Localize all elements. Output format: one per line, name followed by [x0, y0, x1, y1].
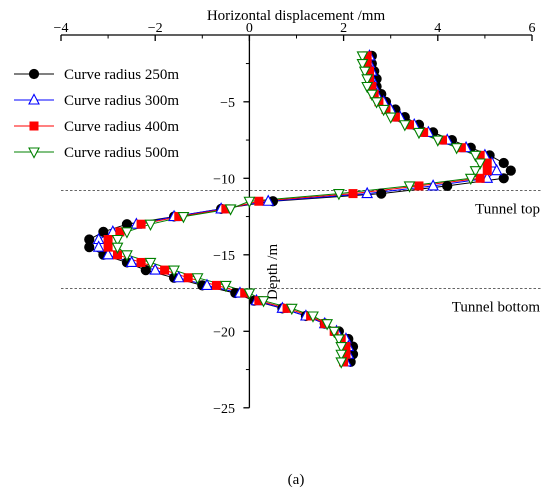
data-point-series-4 — [365, 89, 378, 101]
data-point-series-4 — [307, 311, 319, 323]
data-point-series-4 — [328, 326, 341, 339]
data-point-series-4 — [332, 334, 345, 346]
x-tick-label: 4 — [434, 21, 441, 36]
legend-marker-4 — [28, 147, 40, 159]
data-point-series-4 — [219, 280, 232, 293]
data-point-series-1 — [442, 180, 453, 192]
data-point-series-2 — [172, 270, 185, 283]
data-point-series-3 — [348, 189, 358, 199]
data-point-series-3 — [103, 235, 113, 245]
data-point-series-2 — [490, 163, 503, 176]
data-point-series-3 — [136, 219, 146, 229]
data-point-series-4 — [321, 319, 334, 331]
data-point-series-3 — [414, 181, 424, 191]
data-point-series-4 — [361, 74, 374, 86]
data-point-series-1 — [498, 173, 509, 184]
data-point-series-1 — [498, 157, 509, 169]
data-point-series-1 — [98, 226, 109, 237]
data-point-series-4 — [111, 242, 124, 254]
data-point-series-4 — [464, 173, 477, 186]
data-point-series-4 — [413, 127, 425, 140]
data-point-series-3 — [160, 265, 170, 275]
data-point-series-2 — [427, 179, 439, 191]
data-point-series-4 — [469, 150, 482, 163]
data-point-series-4 — [335, 342, 348, 354]
data-point-series-1 — [140, 265, 151, 276]
data-point-series-4 — [398, 120, 411, 132]
y-axis-title: Depth /m — [265, 244, 281, 301]
data-point-series-2 — [102, 248, 115, 260]
x-tick-label: 0 — [246, 21, 253, 36]
data-point-series-3 — [482, 166, 492, 176]
data-point-series-4 — [144, 257, 157, 270]
legend-label-4: Curve radius 500m — [64, 145, 179, 161]
x-tick-label: 2 — [340, 21, 347, 36]
data-point-series-3 — [103, 242, 113, 252]
y-tick-label: −10 — [213, 172, 235, 187]
data-point-series-2 — [92, 240, 105, 252]
y-tick-label: −15 — [213, 249, 235, 264]
data-point-series-4 — [332, 189, 345, 201]
data-point-series-2 — [361, 186, 374, 199]
x-tick-label: 6 — [529, 21, 536, 36]
data-point-series-1 — [376, 188, 387, 199]
data-point-series-3 — [475, 173, 485, 183]
data-point-series-4 — [370, 97, 383, 109]
legend-label-3: Curve radius 400m — [64, 119, 179, 135]
data-point-series-4 — [121, 250, 133, 262]
x-axis-title: Horizontal displacement /mm — [207, 8, 386, 24]
data-point-series-4 — [168, 265, 180, 277]
tunnel-bottom-label: Tunnel bottom — [452, 299, 541, 315]
data-point-series-2 — [262, 194, 275, 206]
data-point-series-2 — [149, 263, 162, 275]
y-tick-label: −20 — [213, 325, 235, 340]
data-point-series-4 — [403, 181, 416, 193]
data-point-series-3 — [211, 280, 221, 290]
x-tick-label: −2 — [148, 21, 163, 36]
data-point-series-3 — [136, 257, 146, 267]
data-point-series-4 — [431, 135, 444, 147]
data-point-series-4 — [356, 58, 369, 71]
data-point-series-4 — [243, 288, 256, 300]
data-point-series-4 — [335, 357, 348, 369]
data-point-series-4 — [335, 349, 348, 362]
data-point-series-4 — [243, 196, 256, 209]
legend-marker-1 — [28, 68, 40, 80]
y-tick-label: −5 — [220, 96, 235, 111]
data-point-series-1 — [505, 165, 516, 176]
legend: Curve radius 250m Curve radius 300m Curve … — [14, 67, 179, 161]
data-point-series-4 — [361, 81, 374, 94]
tunnel-top-label: Tunnel top — [475, 202, 540, 218]
data-point-series-4 — [377, 104, 390, 117]
data-point-series-3 — [183, 273, 193, 283]
x-tick-label: −4 — [54, 21, 69, 36]
figure-caption: (a) — [288, 472, 305, 488]
data-point-series-4 — [469, 166, 482, 178]
data-point-series-4 — [111, 234, 124, 247]
data-point-series-4 — [177, 212, 190, 224]
data-point-series-4 — [285, 303, 298, 316]
data-point-series-4 — [384, 112, 397, 124]
data-point-series-1 — [84, 242, 95, 253]
data-point-series-4 — [257, 296, 270, 308]
data-point-series-2 — [481, 171, 494, 183]
y-tick-label: −25 — [213, 402, 235, 417]
legend-marker-3 — [29, 121, 39, 131]
legend-label-1: Curve radius 250m — [64, 67, 179, 83]
legend-label-2: Curve radius 300m — [64, 93, 179, 109]
data-point-series-2 — [125, 255, 138, 268]
data-point-series-4 — [191, 273, 204, 285]
data-point-series-4 — [474, 158, 487, 170]
data-point-series-4 — [224, 204, 237, 216]
data-point-series-4 — [356, 51, 369, 63]
data-point-series-2 — [201, 278, 213, 290]
data-point-series-4 — [121, 227, 133, 239]
data-point-series-4 — [358, 66, 371, 78]
data-point-series-4 — [144, 219, 157, 231]
data-point-series-4 — [450, 143, 463, 155]
data-point-series-3 — [254, 196, 264, 206]
legend-marker-2 — [28, 93, 40, 105]
